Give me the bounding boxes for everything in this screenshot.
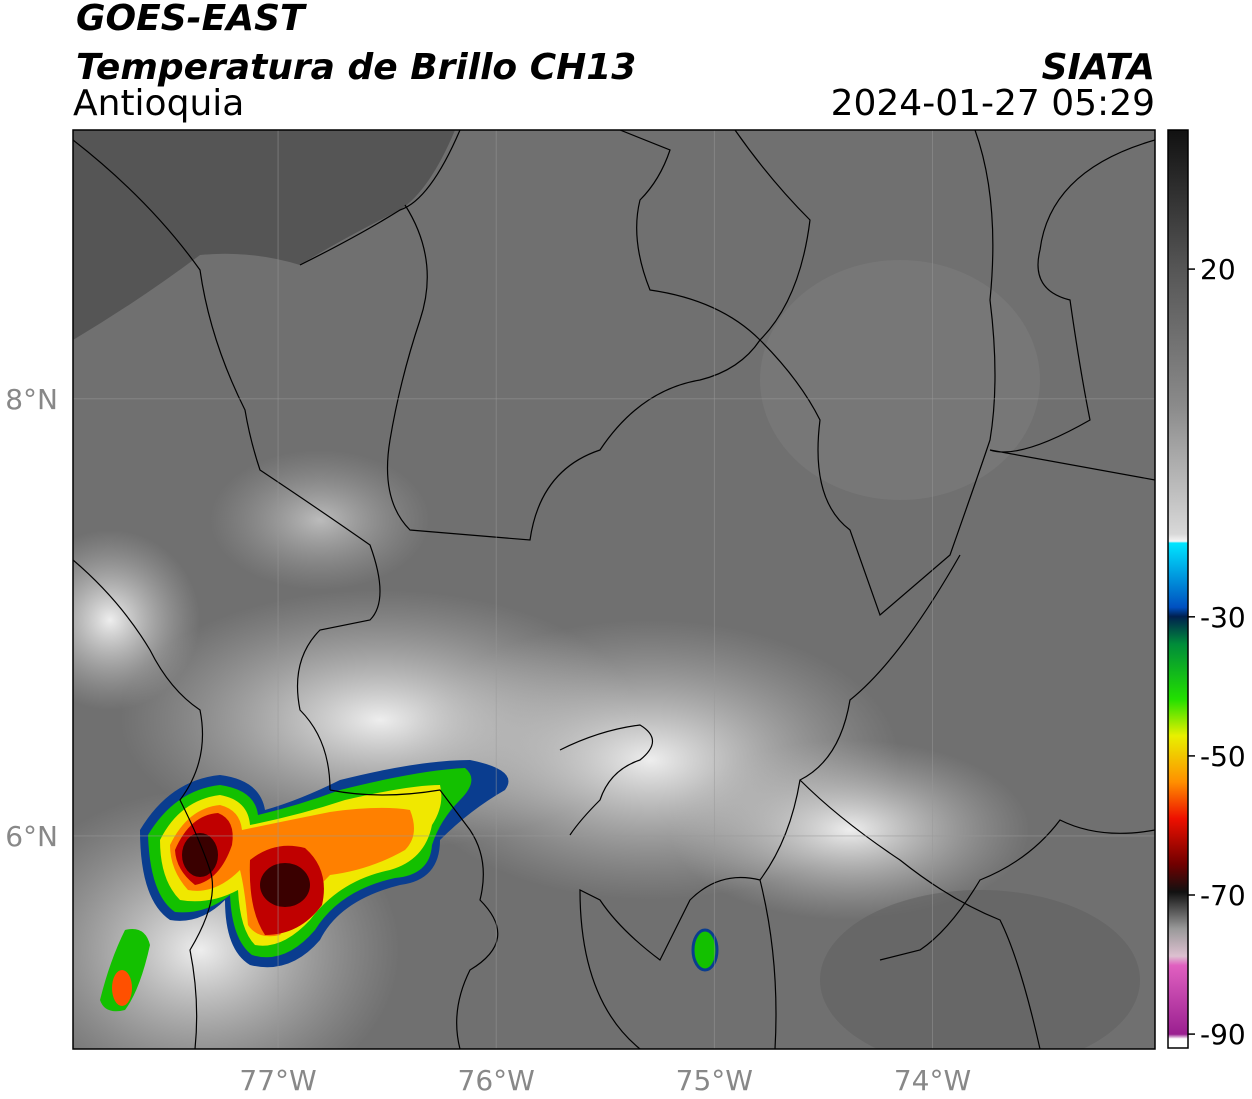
colorbar-tick-label: -70 [1200,879,1246,912]
colorbar-tick-label: -30 [1200,601,1246,634]
x-tick-label: 74°W [894,1064,971,1097]
colorbar-tick-label: -50 [1200,740,1246,773]
x-tick-label: 75°W [676,1064,753,1097]
map-frame [72,129,1156,1050]
y-tick-label: 8°N [5,383,58,416]
map-image [73,130,1155,1049]
y-tick-label: 6°N [5,820,58,853]
title: GOES-EAST [76,0,307,39]
colorbar-tick-label: -90 [1200,1018,1246,1051]
colorbar [1167,129,1189,1049]
subtitle: Temperatura de Brillo CH13 [76,47,636,88]
map-grid [73,130,1155,1049]
source: SIATA [1042,47,1155,88]
datetime: 2024-01-27 05:29 [831,83,1155,124]
x-tick-label: 77°W [239,1064,316,1097]
x-tick-label: 76°W [458,1064,535,1097]
region: Antioquia [73,83,244,124]
colorbar-tick-label: 20 [1200,253,1236,286]
